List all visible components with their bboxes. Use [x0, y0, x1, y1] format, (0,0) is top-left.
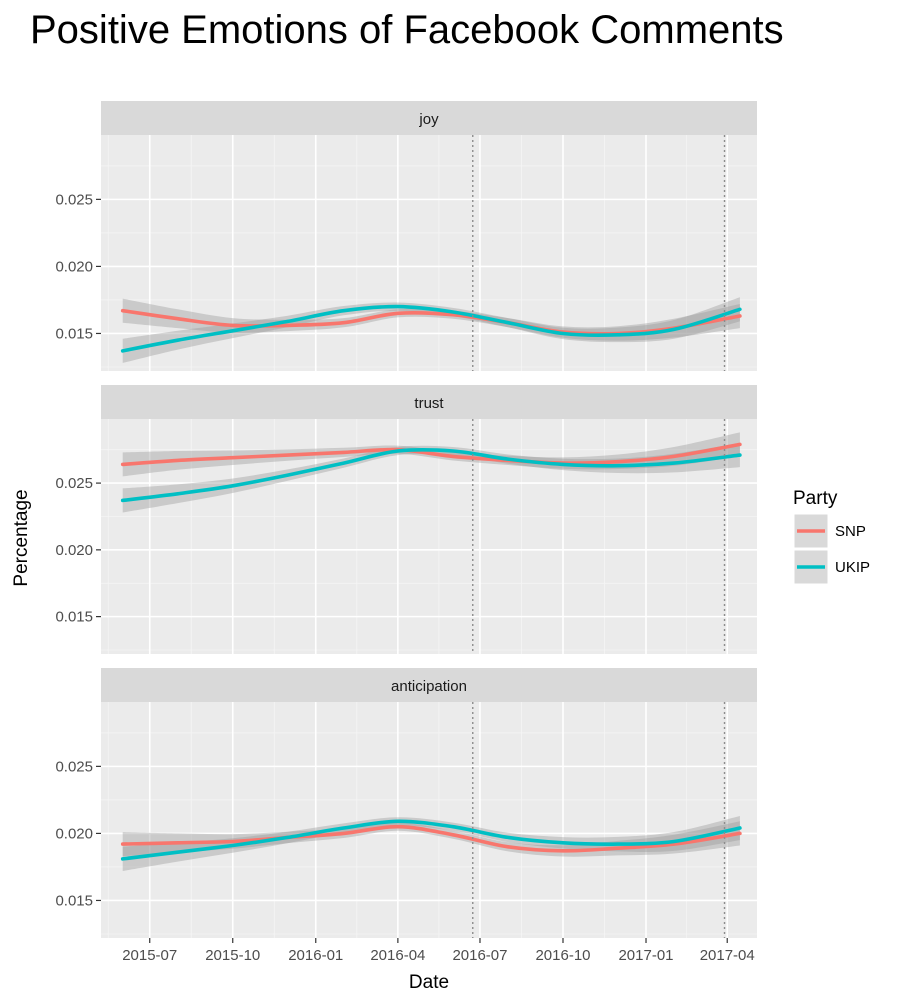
x-tick-label: 2016-10 [535, 947, 590, 964]
y-axis-label: Percentage [11, 489, 32, 586]
x-axis-label: Date [409, 972, 449, 993]
x-tick-label: 2015-07 [122, 947, 177, 964]
y-tick-label: 0.015 [55, 325, 93, 342]
confidence-band-snp [122, 298, 740, 341]
facet-strip [101, 668, 757, 702]
legend: Party SNP UKIP [793, 488, 870, 585]
facet-panel-joy: joy 0.015 0.020 0.025 [55, 101, 757, 371]
y-tick-label: 0.020 [55, 542, 93, 559]
series-line-ukip [120, 447, 742, 503]
confidence-band-ukip [122, 443, 740, 513]
x-tick-label: 2016-01 [288, 947, 343, 964]
chart-title: Positive Emotions of Facebook Comments [30, 8, 784, 52]
facet-strip-label: trust [414, 395, 444, 412]
series-line-snp [120, 824, 742, 853]
series-line-ukip [120, 819, 742, 861]
x-tick-label: 2015-10 [205, 947, 260, 964]
facet-panel-trust: trust 0.015 0.020 0.025 [55, 385, 757, 654]
y-tick-label: 0.020 [55, 258, 93, 275]
facet-panel-anticipation: anticipation 0.015 0.020 0.025 [55, 668, 757, 938]
x-axis: 2015-07 2015-10 2016-01 2016-04 2016-07 2016-… [122, 938, 755, 964]
y-tick-label: 0.025 [55, 475, 93, 492]
facet-strip [101, 385, 757, 419]
y-tick-label: 0.025 [55, 191, 93, 208]
facet-strip-label: anticipation [391, 678, 467, 695]
y-tick-label: 0.015 [55, 609, 93, 626]
x-tick-label: 2016-07 [452, 947, 507, 964]
series-line-snp [120, 442, 742, 467]
series-line-ukip [120, 304, 742, 353]
legend-title: Party [793, 488, 838, 509]
confidence-band-snp [122, 821, 740, 857]
panel-background [101, 702, 757, 938]
legend-label-ukip: UKIP [835, 559, 870, 576]
x-tick-label: 2017-04 [700, 947, 755, 964]
y-tick-label: 0.025 [55, 758, 93, 775]
y-tick-label: 0.020 [55, 825, 93, 842]
legend-label-snp: SNP [835, 523, 866, 540]
y-tick-label: 0.015 [55, 892, 93, 909]
facet-strip-label: joy [418, 111, 439, 128]
facet-strip [101, 101, 757, 135]
x-tick-label: 2016-04 [370, 947, 425, 964]
facet-panels: joy0.0150.0200.025trust0.0150.0200.025an… [55, 101, 757, 938]
x-tick-label: 2017-01 [618, 947, 673, 964]
